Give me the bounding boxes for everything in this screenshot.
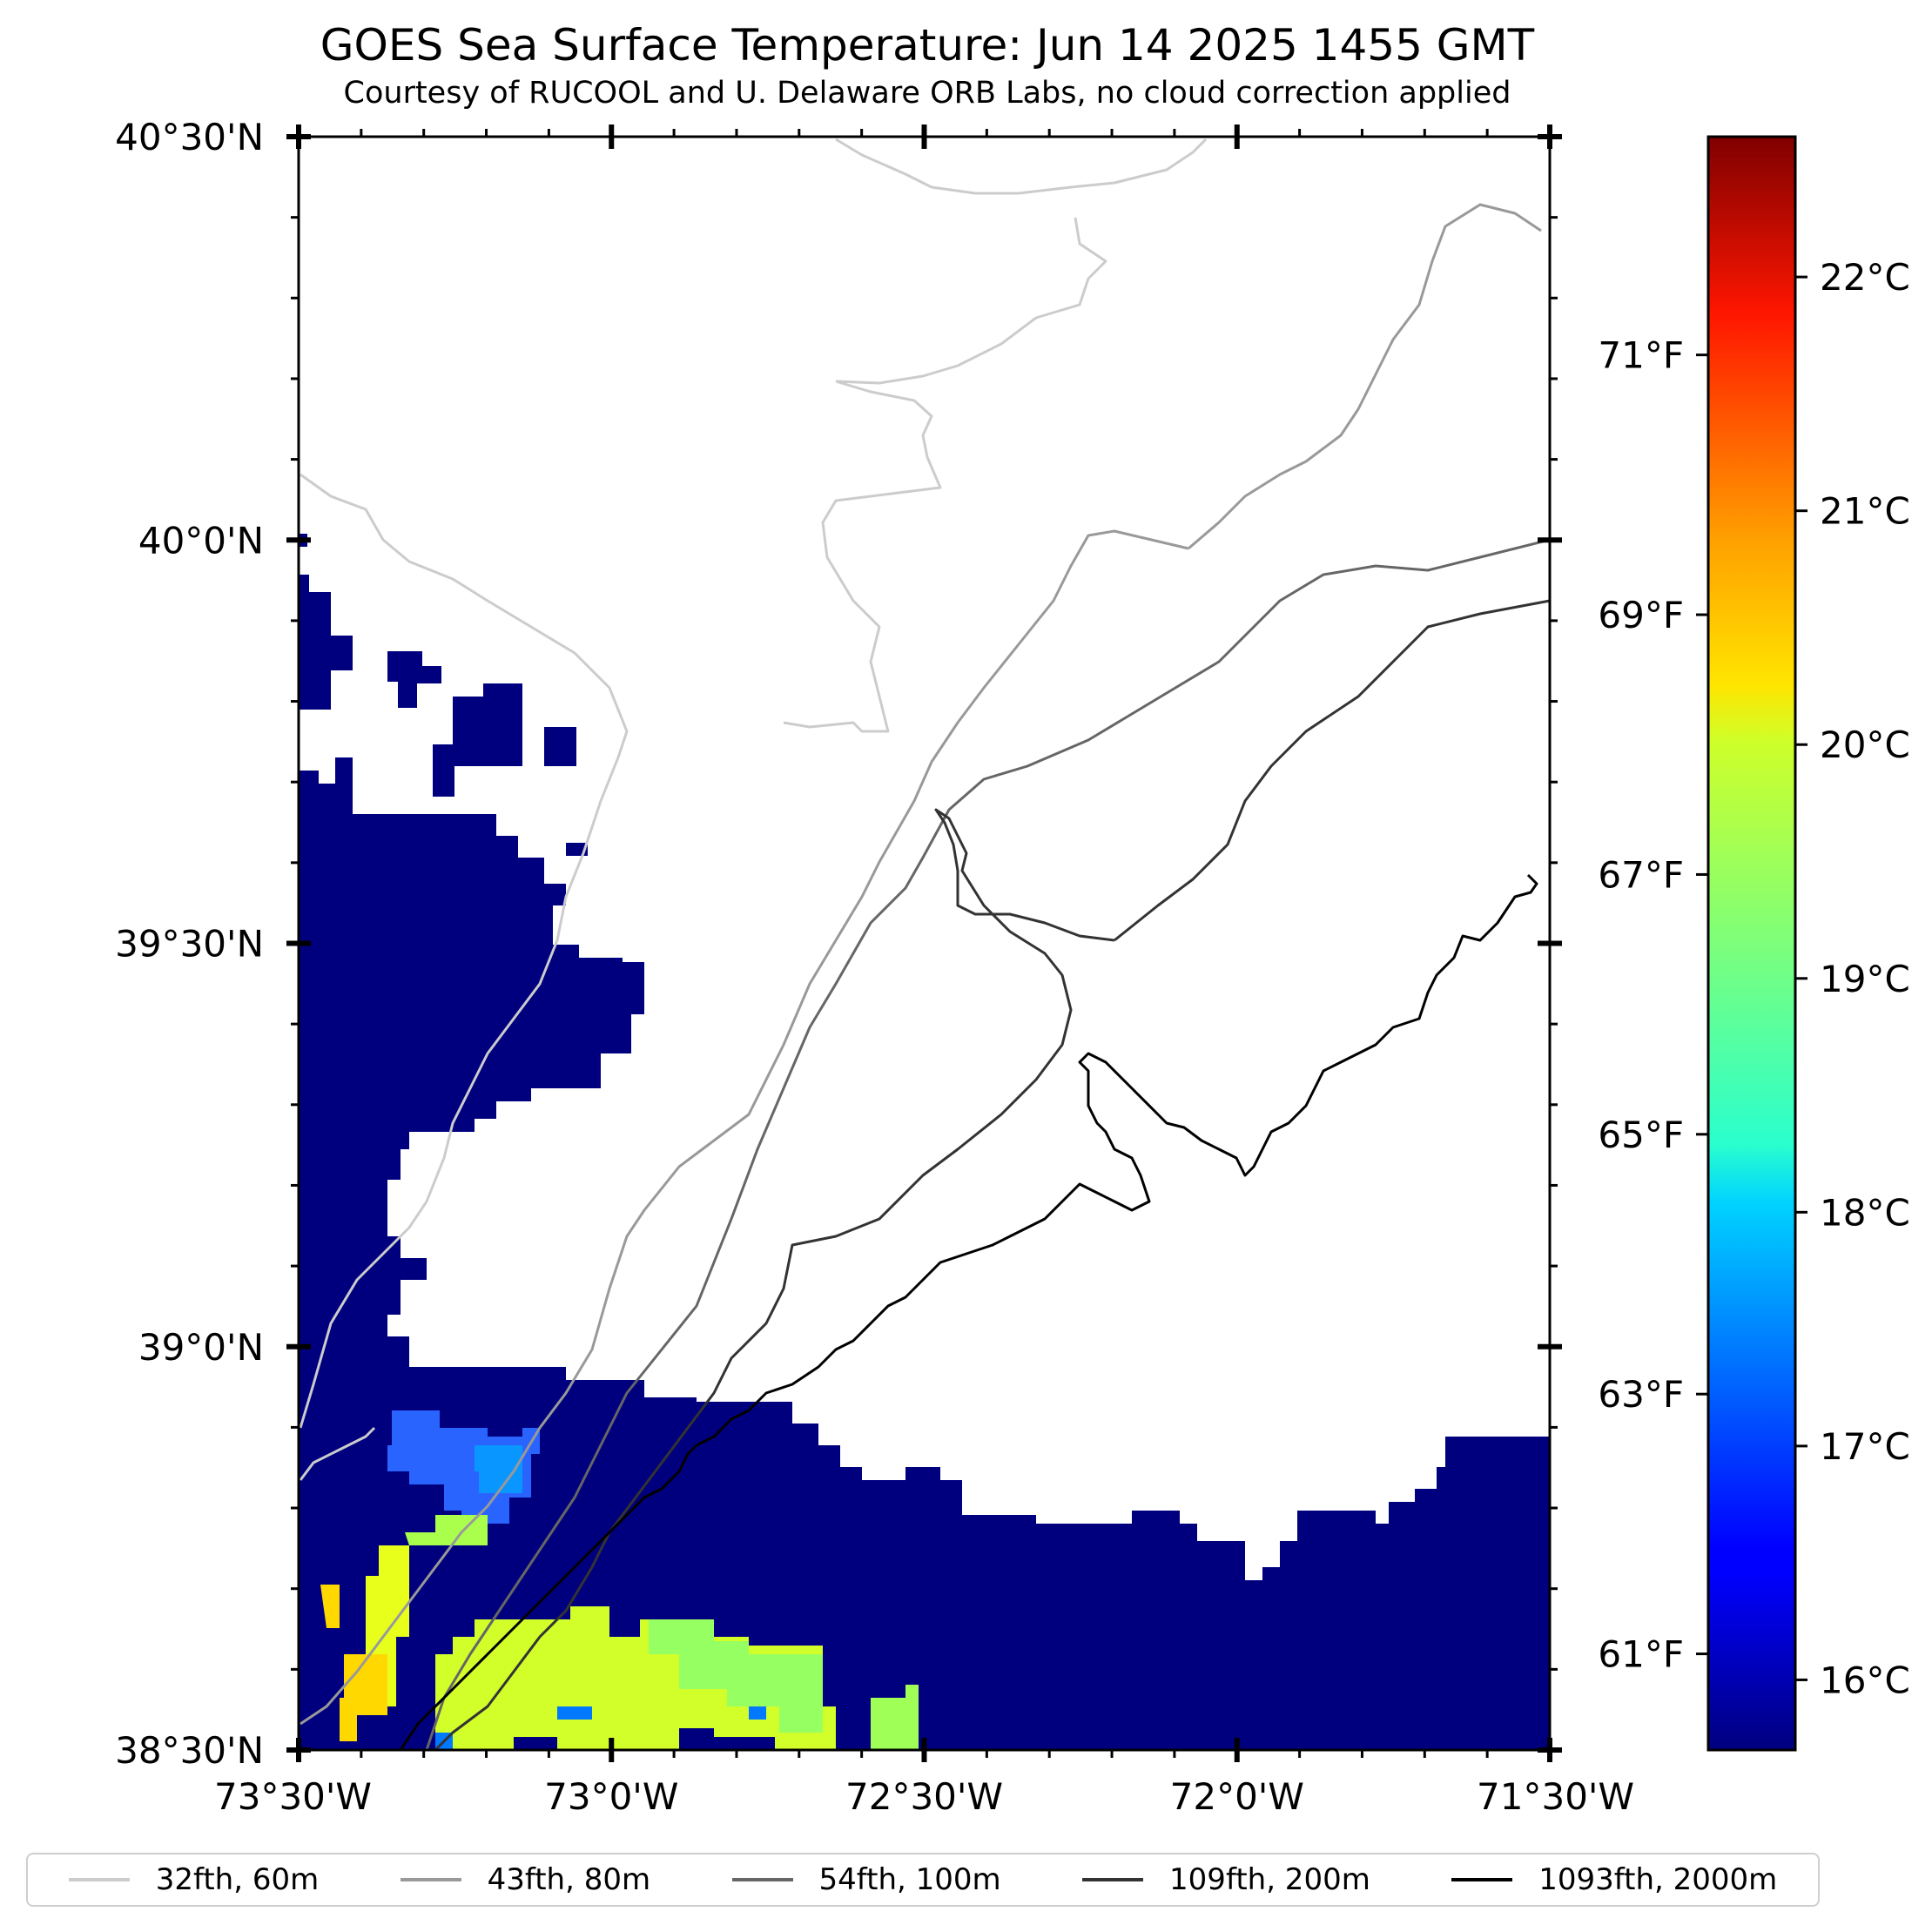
- lat-label: 38°30'N: [115, 1729, 264, 1772]
- sst-patch-c: [398, 682, 417, 708]
- legend-line-swatch: [731, 1878, 793, 1881]
- legend-item: 43fth, 80m: [400, 1862, 651, 1897]
- lon-label: 73°0'W: [544, 1775, 678, 1818]
- contour-100m: [425, 538, 1550, 1750]
- fahrenheit-label: 61°F: [1598, 1633, 1684, 1676]
- sst-patch-i: [1534, 1602, 1550, 1641]
- fahrenheit-label: 63°F: [1598, 1373, 1684, 1416]
- celsius-label: 19°C: [1820, 958, 1910, 1000]
- lon-label: 71°30'W: [1477, 1775, 1634, 1818]
- contour-60m: [299, 138, 1208, 1481]
- celsius-label: 22°C: [1820, 256, 1910, 299]
- colorbar-celsius-axis: 16°C 17°C 18°C 19°C 20°C 21°C 22°C: [1795, 256, 1910, 1701]
- celsius-label: 21°C: [1820, 490, 1910, 533]
- warm-green-patch-east: [871, 1685, 919, 1750]
- legend-item: 1093fth, 2000m: [1451, 1862, 1777, 1897]
- contour-legend: 32fth, 60m 43fth, 80m 54fth, 100m 109fth, 2…: [26, 1853, 1820, 1907]
- lat-label: 40°30'N: [115, 116, 264, 158]
- contour-200m: [434, 599, 1550, 1750]
- lat-label: 40°0'N: [138, 519, 264, 562]
- legend-label: 43fth, 80m: [487, 1862, 651, 1897]
- warm-blue-patch: [387, 1410, 540, 1524]
- contour-80m: [300, 203, 1542, 1726]
- legend-label: 54fth, 100m: [818, 1862, 1001, 1897]
- legend-line-swatch: [68, 1878, 130, 1881]
- sst-cold-water-west-main: [299, 757, 1550, 1750]
- warm-green-band-south: [649, 1619, 823, 1733]
- legend-line-swatch: [1451, 1878, 1513, 1881]
- fahrenheit-label: 69°F: [1598, 594, 1684, 636]
- legend-line-swatch: [400, 1878, 461, 1881]
- fahrenheit-label: 65°F: [1598, 1114, 1684, 1156]
- celsius-label: 16°C: [1820, 1659, 1910, 1701]
- lon-label: 72°30'W: [845, 1775, 1003, 1818]
- celsius-label: 18°C: [1820, 1191, 1910, 1234]
- lat-label: 39°30'N: [115, 923, 264, 966]
- map-subtitle: Courtesy of RUCOOL and U. Delaware ORB L…: [343, 76, 1511, 111]
- legend-label: 1093fth, 2000m: [1538, 1862, 1778, 1897]
- sst-patch-f: [544, 727, 576, 766]
- legend-item: 109fth, 200m: [1082, 1862, 1370, 1897]
- warm-blue-core: [475, 1445, 522, 1493]
- celsius-label: 20°C: [1820, 724, 1910, 766]
- celsius-label: 17°C: [1820, 1425, 1910, 1468]
- warm-green-strip: [405, 1515, 488, 1545]
- legend-item: 54fth, 100m: [731, 1862, 1001, 1897]
- lat-label: 39°0'N: [138, 1326, 264, 1369]
- colorbar-fahrenheit-axis: 61°F 63°F 65°F 67°F 69°F 71°F: [1598, 334, 1708, 1676]
- fahrenheit-label: 71°F: [1598, 334, 1684, 377]
- fahrenheit-label: 67°F: [1598, 853, 1684, 896]
- colorbar: [1706, 135, 1797, 1752]
- legend-label: 32fth, 60m: [155, 1862, 320, 1897]
- contour-2000m: [399, 873, 1538, 1750]
- legend-label: 109fth, 200m: [1169, 1862, 1370, 1897]
- longitude-axis: 73°30'W 73°0'W 72°30'W 72°0'W 71°30'W: [214, 125, 1634, 1818]
- map-title: GOES Sea Surface Temperature: Jun 14 202…: [320, 20, 1535, 71]
- sst-cold-water-west: [299, 575, 353, 710]
- legend-item: 32fth, 60m: [68, 1862, 320, 1897]
- sst-patch-e: [433, 744, 454, 797]
- sst-patch-d: [453, 683, 522, 766]
- lon-label: 72°0'W: [1170, 1775, 1304, 1818]
- warm-yellow-patch-west: [320, 1585, 387, 1741]
- latitude-axis: 40°30'N 40°0'N 39°30'N 39°0'N 38°30'N: [115, 116, 1562, 1772]
- legend-line-swatch: [1082, 1878, 1144, 1881]
- sst-raster: [299, 534, 1550, 1750]
- lon-label: 73°30'W: [214, 1775, 372, 1818]
- bathymetry-contours: [299, 138, 1550, 1750]
- sst-patch-b: [409, 666, 441, 683]
